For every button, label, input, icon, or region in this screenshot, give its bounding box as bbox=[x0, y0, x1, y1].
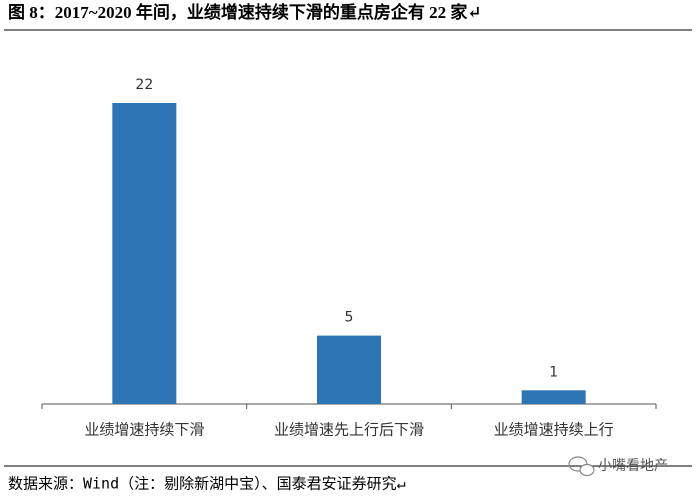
value-label: 22 bbox=[135, 77, 153, 93]
bar bbox=[317, 335, 381, 404]
bar bbox=[112, 103, 177, 404]
source-note: 数据来源：Wind（注：剔除新湖中宝）、国泰君安证券研究↵ bbox=[8, 475, 406, 493]
x-tick-label: 业绩增速先上行后下滑 bbox=[274, 421, 424, 439]
watermark-icon bbox=[579, 463, 595, 477]
x-tick-label: 业绩增速持续上行 bbox=[494, 421, 614, 439]
bar bbox=[521, 390, 586, 404]
watermark: 小嘴看地产 bbox=[568, 456, 668, 477]
chart-title: 图 8：2017~2020 年间，业绩增速持续下滑的重点房企有 22 家↵ bbox=[8, 2, 482, 22]
value-label: 5 bbox=[345, 310, 354, 326]
value-label: 1 bbox=[549, 364, 558, 380]
watermark-text: 小嘴看地产 bbox=[598, 458, 668, 474]
x-tick-label: 业绩增速持续下滑 bbox=[84, 421, 204, 439]
